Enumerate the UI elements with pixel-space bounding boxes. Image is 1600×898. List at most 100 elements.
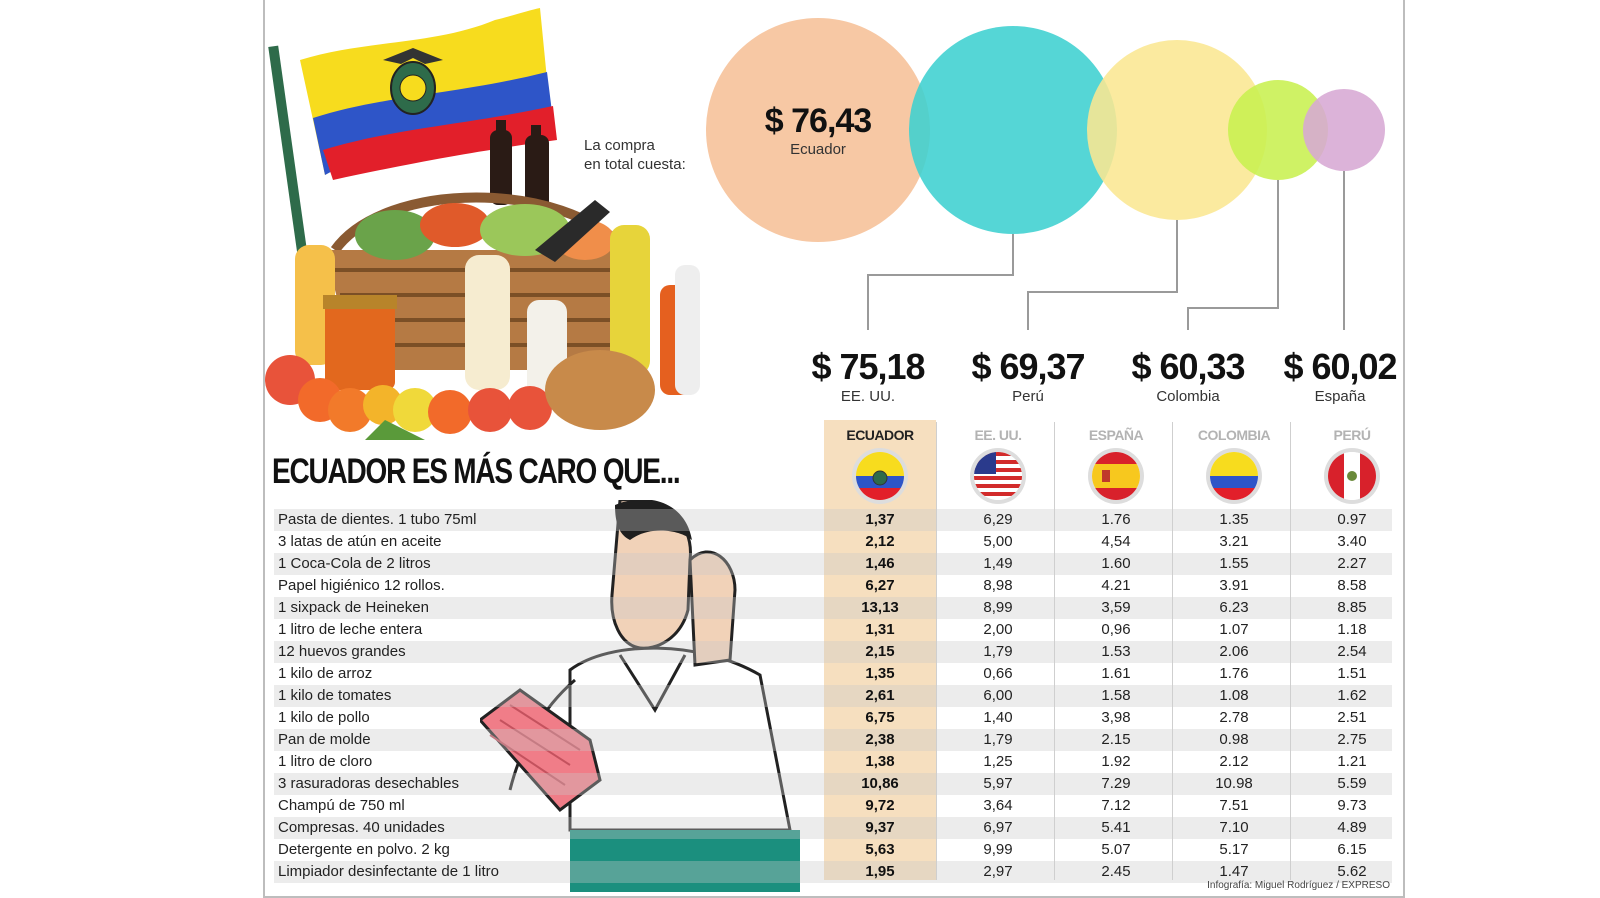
total-label-2: $ 75,18 EE. UU.: [778, 346, 958, 405]
row-item-label: Papel higiénico 12 rollos.: [278, 577, 445, 594]
infographic-frame: [263, 0, 1405, 898]
table-cell: 3,64: [983, 797, 1013, 814]
table-cell: 4.89: [1337, 819, 1367, 836]
table-cell: 1.07: [1219, 621, 1249, 638]
column-header-3: ESPAÑA: [1088, 427, 1144, 443]
table-row: 1 kilo de tomates 2,61 6,00 1.58 1.08 1.62: [274, 685, 1392, 707]
table-cell: 2.45: [1101, 863, 1131, 880]
table-cell: 5.17: [1219, 841, 1249, 858]
table-cell: 1.08: [1219, 687, 1249, 704]
worried-man-illustration: [480, 500, 800, 892]
table-cell: 1.35: [1219, 511, 1249, 528]
table-row: Champú de 750 ml 9,72 3,64 7.12 7.51 9.73: [274, 795, 1392, 817]
table-row: Compresas. 40 unidades 9,37 6,97 5.41 7.10 4.…: [274, 817, 1392, 839]
table-cell: 1.76: [1101, 511, 1131, 528]
table-row: Detergente en polvo. 2 kg 5,63 9,99 5.07 5.1…: [274, 839, 1392, 861]
usa-flag-icon: [974, 452, 1022, 500]
row-item-label: 1 litro de cloro: [278, 753, 373, 770]
table-cell: 10.98: [1215, 775, 1253, 792]
column-header-4: COLOMBIA: [1197, 427, 1271, 443]
table-cell: 6,00: [983, 687, 1013, 704]
table-cell: 3.40: [1337, 533, 1367, 550]
table-row: 1 litro de leche entera 1,31 2,00 0,96 1.07 1…: [274, 619, 1392, 641]
man-pants-icon: [570, 830, 800, 892]
row-item-label: 3 latas de atún en aceite: [278, 533, 442, 550]
table-row: 12 huevos grandes 2,15 1,79 1.53 2.06 2.54: [274, 641, 1392, 663]
total-country: Colombia: [1156, 388, 1220, 405]
vegetables-icon: [265, 350, 655, 440]
table-cell: 9,37: [865, 819, 895, 836]
column-header-2: EE. UU.: [974, 427, 1022, 443]
table-cell: 0.97: [1337, 511, 1367, 528]
table-cell: 2,00: [983, 621, 1013, 638]
total-label-3: $ 69,37 Perú: [938, 346, 1118, 405]
table-cell: 3,59: [1101, 599, 1131, 616]
table-cell: 8,99: [983, 599, 1013, 616]
table-cell: 1,38: [865, 753, 895, 770]
wine-bottles-icon: [490, 120, 549, 210]
table-row: 3 rasuradoras desechables 10,86 5,97 7.29 10…: [274, 773, 1392, 795]
table-cell: 10,86: [861, 775, 899, 792]
ecuador-flag-pole-icon: [268, 8, 557, 315]
table-cell: 1.55: [1219, 555, 1249, 572]
table-cell: 5.41: [1101, 819, 1131, 836]
row-item-label: 3 rasuradoras desechables: [278, 775, 459, 792]
table-cell: 1.47: [1219, 863, 1249, 880]
row-item-label: 1 kilo de tomates: [278, 687, 392, 704]
table-cell: 2.12: [1219, 753, 1249, 770]
connector-line-3: [1027, 220, 1178, 330]
table-row: 1 kilo de pollo 6,75 1,40 3,98 2.78 2.51: [274, 707, 1392, 729]
table-cell: 9,72: [865, 797, 895, 814]
column-separator: [1172, 422, 1173, 880]
column-separator: [936, 422, 937, 880]
total-country: Ecuador: [790, 141, 846, 158]
row-item-label: 1 kilo de arroz: [278, 665, 373, 682]
column-separator: [1290, 422, 1291, 880]
row-item-label: 1 sixpack de Heineken: [278, 599, 429, 616]
table-cell: 2,61: [865, 687, 895, 704]
table-cell: 9.73: [1337, 797, 1367, 814]
table-row: Papel higiénico 12 rollos. 6,27 8,98 4.21 3.…: [274, 575, 1392, 597]
row-band: [274, 509, 1392, 531]
table-cell: 2.54: [1337, 643, 1367, 660]
table-cell: 1.60: [1101, 555, 1131, 572]
total-country: Perú: [1012, 388, 1044, 405]
table-cell: 1.58: [1101, 687, 1131, 704]
table-cell: 7.12: [1101, 797, 1131, 814]
table-cell: 7.29: [1101, 775, 1131, 792]
table-cell: 1.62: [1337, 687, 1367, 704]
row-band: [274, 817, 1392, 839]
table-row: 1 sixpack de Heineken 13,13 8,99 3,59 6.23 8.…: [274, 597, 1392, 619]
row-band: [274, 685, 1392, 707]
table-cell: 6.23: [1219, 599, 1249, 616]
table-cell: 7.10: [1219, 819, 1249, 836]
total-price-bubbles: [706, 18, 1385, 330]
total-price: $ 60,33: [1131, 346, 1245, 387]
table-cell: 3,98: [1101, 709, 1131, 726]
table-cell: 7.51: [1219, 797, 1249, 814]
table-cell: 1,79: [983, 731, 1013, 748]
connector-line-2: [867, 234, 1014, 330]
row-item-label: 1 litro de leche entera: [278, 621, 423, 638]
bottles-jars-icon: [295, 225, 700, 400]
table-cell: 8.85: [1337, 599, 1367, 616]
table-cell: 0.98: [1219, 731, 1249, 748]
man-hand-icon: [688, 550, 737, 667]
table-cell: 1,46: [865, 555, 895, 572]
table-cell: 2,12: [865, 533, 895, 550]
table-cell: 2.15: [1101, 731, 1131, 748]
table-cell: 1,25: [983, 753, 1013, 770]
table-cell: 13,13: [861, 599, 899, 616]
column-header-5: PERÚ: [1333, 427, 1371, 443]
table-cell: 4,54: [1101, 533, 1131, 550]
total-price: $ 76,43: [764, 102, 872, 140]
table-cell: 9,99: [983, 841, 1013, 858]
table-cell: 2,15: [865, 643, 895, 660]
row-item-label: Pan de molde: [278, 731, 371, 748]
receipt-icon: [480, 688, 602, 813]
row-band: [274, 861, 1392, 883]
man-head-icon: [610, 500, 692, 650]
table-row: 1 litro de cloro 1,38 1,25 1.92 2.12 1.21: [274, 751, 1392, 773]
ecuador-flag-icon: [856, 452, 904, 500]
column-separator: [1054, 422, 1055, 880]
